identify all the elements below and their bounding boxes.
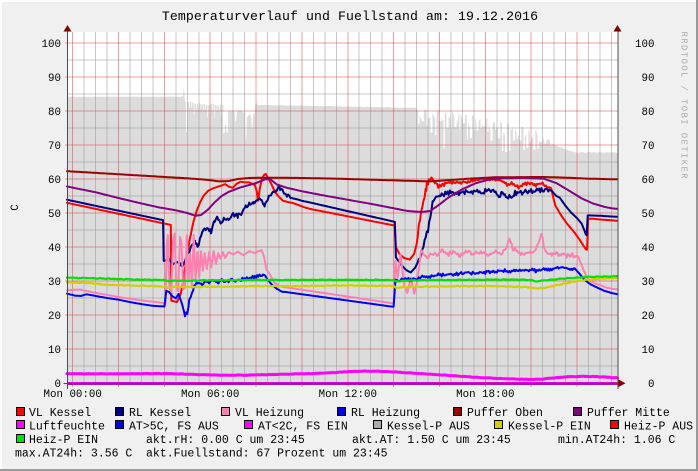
svg-text:20: 20 xyxy=(642,311,655,323)
svg-text:RL Heizung: RL Heizung xyxy=(351,407,420,420)
svg-text:0: 0 xyxy=(55,379,61,391)
svg-text:90: 90 xyxy=(48,73,61,85)
svg-text:Heiz-P EIN: Heiz-P EIN xyxy=(29,434,98,447)
svg-text:Temperaturverlauf und Fuellsta: Temperaturverlauf und Fuellstand am: 19.… xyxy=(162,9,538,24)
svg-text:C: C xyxy=(10,204,22,211)
svg-text:Mon 06:00: Mon 06:00 xyxy=(181,389,239,401)
svg-text:Kessel-P AUS: Kessel-P AUS xyxy=(387,421,470,434)
svg-text:60: 60 xyxy=(642,175,655,187)
svg-text:100: 100 xyxy=(42,39,61,51)
svg-text:60: 60 xyxy=(48,175,61,187)
svg-text:80: 80 xyxy=(642,107,655,119)
svg-text:10: 10 xyxy=(48,345,61,357)
svg-text:Kessel-P EIN: Kessel-P EIN xyxy=(508,421,591,434)
svg-text:50: 50 xyxy=(642,209,655,221)
svg-text:50: 50 xyxy=(48,209,61,221)
svg-text:Mon 00:00: Mon 00:00 xyxy=(44,389,102,401)
svg-text:40: 40 xyxy=(48,243,61,255)
svg-text:Mon 18:00: Mon 18:00 xyxy=(456,389,514,401)
svg-text:VL Kessel: VL Kessel xyxy=(29,407,91,420)
svg-text:AT<2C, FS EIN: AT<2C, FS EIN xyxy=(258,421,348,434)
svg-text:100: 100 xyxy=(635,39,654,51)
svg-text:RRDTOOL / TOBI OETIKER: RRDTOOL / TOBI OETIKER xyxy=(679,32,689,181)
svg-text:Puffer Oben: Puffer Oben xyxy=(467,407,543,420)
svg-text:max.AT24h: 3.56 C: max.AT24h: 3.56 C xyxy=(15,448,132,461)
svg-text:10: 10 xyxy=(642,345,655,357)
svg-text:VL Heizung: VL Heizung xyxy=(235,407,304,420)
svg-text:40: 40 xyxy=(642,243,655,255)
svg-text:20: 20 xyxy=(48,311,61,323)
svg-text:min.AT24h: 1.06 C: min.AT24h: 1.06 C xyxy=(558,434,675,447)
svg-text:90: 90 xyxy=(642,73,655,85)
svg-text:Puffer Mitte: Puffer Mitte xyxy=(587,407,670,420)
svg-text:80: 80 xyxy=(48,107,61,119)
svg-text:Heiz-P AUS: Heiz-P AUS xyxy=(624,421,693,434)
svg-text:30: 30 xyxy=(48,277,61,289)
svg-text:30: 30 xyxy=(642,277,655,289)
svg-text:Mon 12:00: Mon 12:00 xyxy=(319,389,377,401)
svg-text:akt.rH: 0.00 C um 23:45: akt.rH: 0.00 C um 23:45 xyxy=(146,434,305,447)
svg-text:akt.Fuellstand: 67 Prozent u: akt.Fuellstand: 67 Prozent um 23:45 xyxy=(146,448,388,461)
svg-text:AT>5C, FS AUS: AT>5C, FS AUS xyxy=(129,421,219,434)
svg-text:akt.AT: 1.50 C um 23:45: akt.AT: 1.50 C um 23:45 xyxy=(352,434,511,447)
svg-text:70: 70 xyxy=(642,141,655,153)
svg-text:Luftfeuchte: Luftfeuchte xyxy=(29,421,105,434)
svg-text:70: 70 xyxy=(48,141,61,153)
svg-text:0: 0 xyxy=(648,379,654,391)
svg-text:RL Kessel: RL Kessel xyxy=(129,407,191,420)
